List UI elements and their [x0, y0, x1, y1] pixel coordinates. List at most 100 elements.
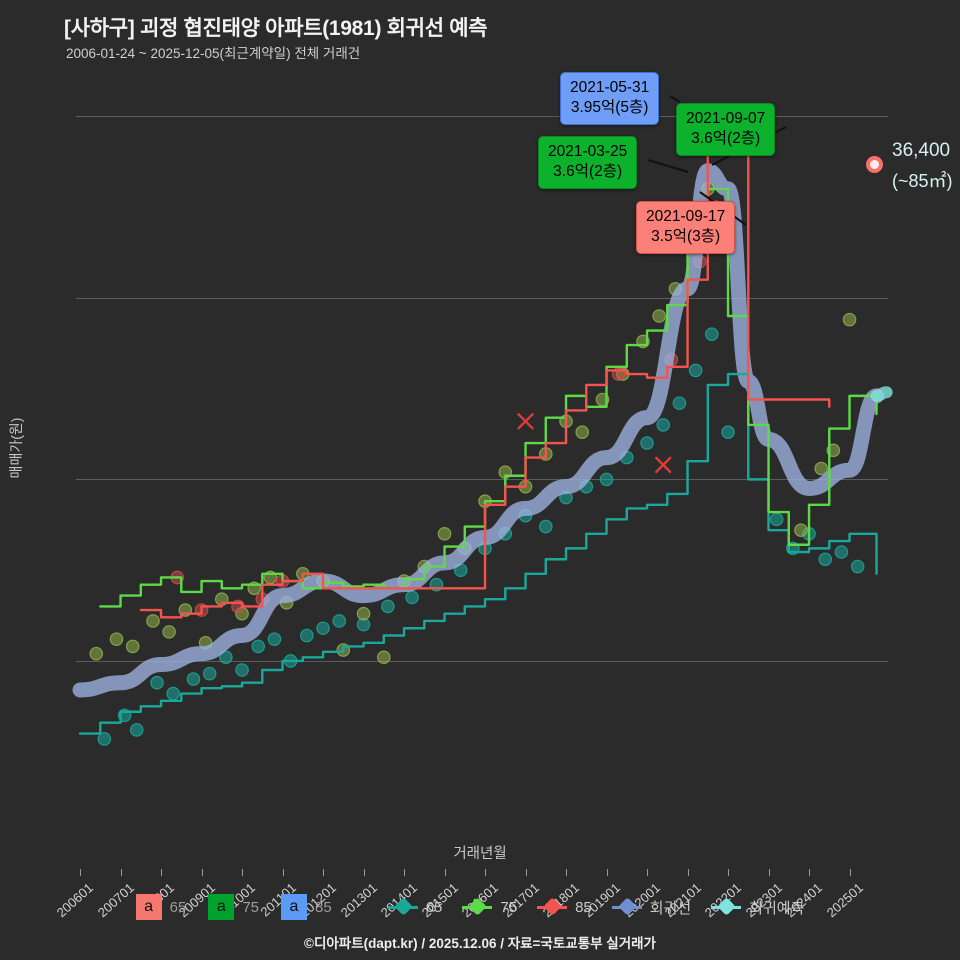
scatter-point	[162, 625, 176, 639]
x-axis-tickmark	[323, 869, 325, 876]
legend-badge-85[interactable]: a	[281, 894, 307, 920]
x-axis-tickmark	[242, 869, 244, 876]
series-line-regression	[72, 163, 885, 698]
annotation-value: 3.95억(5층)	[570, 98, 649, 116]
scatter-point	[150, 675, 164, 690]
scatter-point	[376, 650, 391, 665]
annotation-callout[interactable]: 2021-03-25 3.6억(2층)	[538, 136, 638, 189]
scatter-group-85	[170, 200, 723, 617]
gridline	[76, 116, 888, 118]
legend-badge-65[interactable]: a	[135, 894, 162, 920]
scatter-point	[235, 663, 249, 677]
annotation-value: 3.5억(3층)	[651, 227, 721, 245]
x-axis-tickmark	[404, 869, 406, 876]
series-line-forecast	[870, 386, 893, 402]
legend-item-label: 75	[500, 898, 518, 916]
series-line-85	[139, 124, 831, 619]
legend-item-label: 회귀선	[649, 899, 692, 917]
scatter-point	[769, 512, 784, 527]
scatter-point	[316, 621, 330, 636]
annotation-date: 2021-03-25	[548, 143, 628, 160]
x-axis-tickmark	[566, 869, 568, 876]
legend-badge-label: 75	[242, 898, 259, 916]
scatter-point	[186, 672, 201, 686]
cancelled-trade-marker	[655, 456, 672, 474]
legend-badge-label: 65	[169, 898, 187, 916]
scatter-point	[834, 545, 849, 559]
legend-item-label: 회귀예측	[749, 899, 805, 917]
legend-marker-icon	[611, 897, 642, 916]
annotation-callout[interactable]: 2021-09-17 3.5억(3층)	[636, 201, 736, 254]
x-axis-tickmark	[687, 869, 689, 876]
x-axis-tickmark	[161, 869, 163, 876]
scatter-point	[267, 632, 282, 646]
scatter-point	[652, 309, 666, 323]
annotation-callout[interactable]: 2021-05-31 3.95억(5층)	[560, 72, 660, 125]
scatter-point	[814, 461, 828, 476]
chart-legend: a 65 a 75 a 85 65 75 85 회귀선 회귀예측	[0, 890, 960, 924]
y-axis-label-wrap: 매매가(원)	[2, 360, 28, 540]
scatter-point	[219, 650, 233, 665]
x-axis-tickmark	[809, 869, 811, 876]
legend-marker-icon	[462, 897, 493, 916]
legend-marker-icon	[537, 897, 568, 916]
x-axis-tickmark	[606, 869, 608, 876]
scatter-point	[89, 646, 104, 661]
scatter-point	[381, 599, 395, 614]
scatter-point	[109, 632, 124, 646]
x-axis-tickmark	[80, 869, 82, 876]
legend-item-회귀예측[interactable]: 회귀예측	[711, 897, 804, 918]
scatter-point	[166, 686, 180, 701]
scatter-point	[251, 639, 266, 654]
annotation-date: 2021-09-17	[646, 208, 726, 225]
plot-area: 1억2억3억4억 2006012007012008012009012010012…	[54, 80, 893, 920]
scatter-point	[125, 639, 140, 654]
x-axis-tickmark	[485, 869, 487, 876]
legend-item-85[interactable]: 85	[537, 897, 592, 916]
legend-marker-icon	[387, 897, 418, 916]
annotation-date: 2021-05-31	[570, 79, 650, 96]
legend-marker-icon	[711, 897, 742, 916]
x-axis-tickmark	[525, 869, 527, 876]
last-trade-dot	[866, 156, 883, 173]
x-axis-tickmark	[282, 869, 284, 876]
x-axis-label: 거래년월	[453, 846, 507, 862]
x-axis-tickmark	[363, 869, 365, 876]
scatter-point	[538, 519, 553, 534]
scatter-point	[202, 666, 217, 681]
scatter-point	[405, 590, 419, 605]
page-subtitle: 2006-01-24 ~ 2025-12-05(최근계약일) 전체 거래건	[66, 46, 361, 61]
scatter-point	[721, 425, 735, 439]
annotation-value: 3.6억(2층)	[553, 162, 623, 180]
scatter-point	[300, 628, 314, 643]
annotation-date: 2021-09-07	[686, 110, 766, 127]
gridline	[76, 660, 888, 662]
legend-item-label: 65	[425, 898, 443, 916]
legend-item-75[interactable]: 75	[462, 897, 518, 916]
scatter-point	[640, 436, 654, 450]
scatter-point	[842, 312, 857, 327]
x-axis-tickmark	[647, 869, 649, 876]
footer-credit: ©디아파트(dapt.kr) / 2025.12.06 / 자료=국토교통부 실…	[304, 936, 656, 951]
gridline	[76, 297, 888, 299]
legend-badge-75[interactable]: a	[208, 894, 235, 920]
gridline	[76, 479, 888, 481]
scatter-point	[656, 418, 671, 432]
legend-item-65[interactable]: 65	[387, 897, 443, 916]
annotation-value: 3.6억(2층)	[691, 129, 761, 147]
cancelled-trade-marker	[517, 413, 534, 430]
scatter-point	[818, 552, 833, 567]
legend-item-회귀선[interactable]: 회귀선	[611, 897, 692, 918]
x-axis-tickmark	[768, 869, 770, 876]
scatter-point	[437, 527, 452, 541]
scatter-point	[146, 614, 160, 628]
series-canvas	[72, 124, 893, 746]
x-axis-tickmark	[728, 869, 730, 876]
legend-badge-label: 85	[315, 898, 332, 916]
scatter-point	[599, 472, 614, 487]
scatter-point	[688, 363, 703, 378]
x-axis-tickmark	[849, 869, 851, 876]
annotation-callout[interactable]: 2021-09-07 3.6억(2층)	[676, 103, 776, 156]
scatter-point	[672, 396, 687, 410]
